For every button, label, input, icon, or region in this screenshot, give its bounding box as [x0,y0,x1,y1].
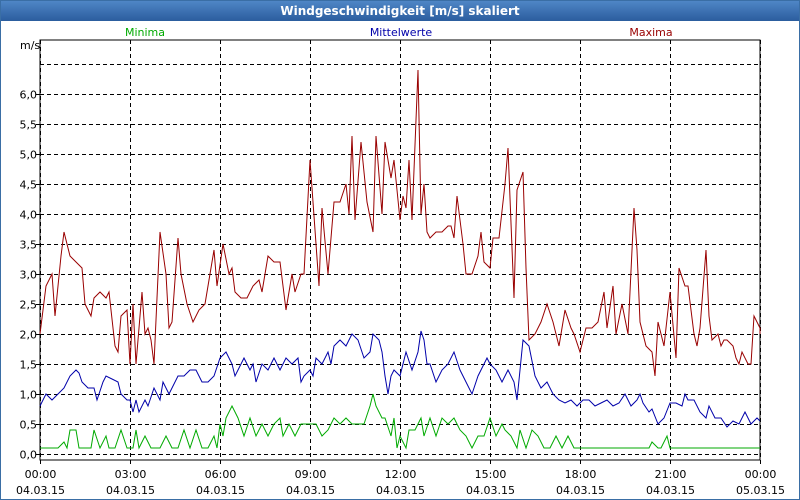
tick-labels: 0,0 0,5 1,0 1,5 2,0 2,5 3,0 3,5 4,0 4,5 5,0 5,5 6,0 0… [16,89,785,498]
mittelwerte-series-line [39,330,761,428]
window-title: Windgeschwindigkeit [m/s] skaliert [1,1,799,21]
x-tick-time-label: 03:00 [115,468,147,481]
grid [40,40,761,460]
y-tick-label: 0,5 [20,419,38,432]
y-tick-label: 2,5 [20,299,38,312]
x-tick-date-label: 04.03.15 [466,484,515,497]
axes [36,39,761,464]
x-tick-time-label: 12:00 [385,468,417,481]
legend-maxima: Maxima [629,26,672,39]
x-tick-date-label: 04.03.15 [16,484,65,497]
y-tick-label: 5,5 [20,119,38,132]
minima-series-line [40,393,760,450]
x-tick-time-label: 09:00 [295,468,327,481]
x-tick-date-label: 05.03.15 [736,484,785,497]
maxima-series-line [39,69,761,377]
x-tick-time-label: 00:00 [25,468,57,481]
y-tick-label: 1,5 [20,359,38,372]
y-axis-unit-label: m/s [20,39,40,52]
x-tick-date-label: 04.03.15 [646,484,695,497]
y-tick-label: 4,0 [20,209,38,222]
x-tick-time-label: 18:00 [565,468,597,481]
x-tick-date-label: 04.03.15 [556,484,605,497]
x-tick-date-label: 04.03.15 [286,484,335,497]
y-tick-label: 0,0 [20,449,38,462]
legend-minima: Minima [125,26,165,39]
x-tick-time-label: 15:00 [475,468,507,481]
x-tick-date-label: 04.03.15 [106,484,155,497]
series-lines [39,69,761,450]
y-tick-label: 3,0 [20,269,38,282]
y-tick-label: 1,0 [20,389,38,402]
legend-mittelwerte: Mittelwerte [370,26,433,39]
y-tick-label: 3,5 [20,239,38,252]
x-tick-time-label: 06:00 [205,468,237,481]
x-tick-time-label: 00:00 [745,468,777,481]
y-tick-label: 5,0 [20,149,38,162]
x-tick-date-label: 04.03.15 [376,484,425,497]
x-tick-date-label: 04.03.15 [196,484,245,497]
y-tick-label: 4,5 [20,179,38,192]
y-tick-label: 2,0 [20,329,38,342]
y-tick-label: 6,0 [20,89,38,102]
x-tick-time-label: 21:00 [655,468,687,481]
